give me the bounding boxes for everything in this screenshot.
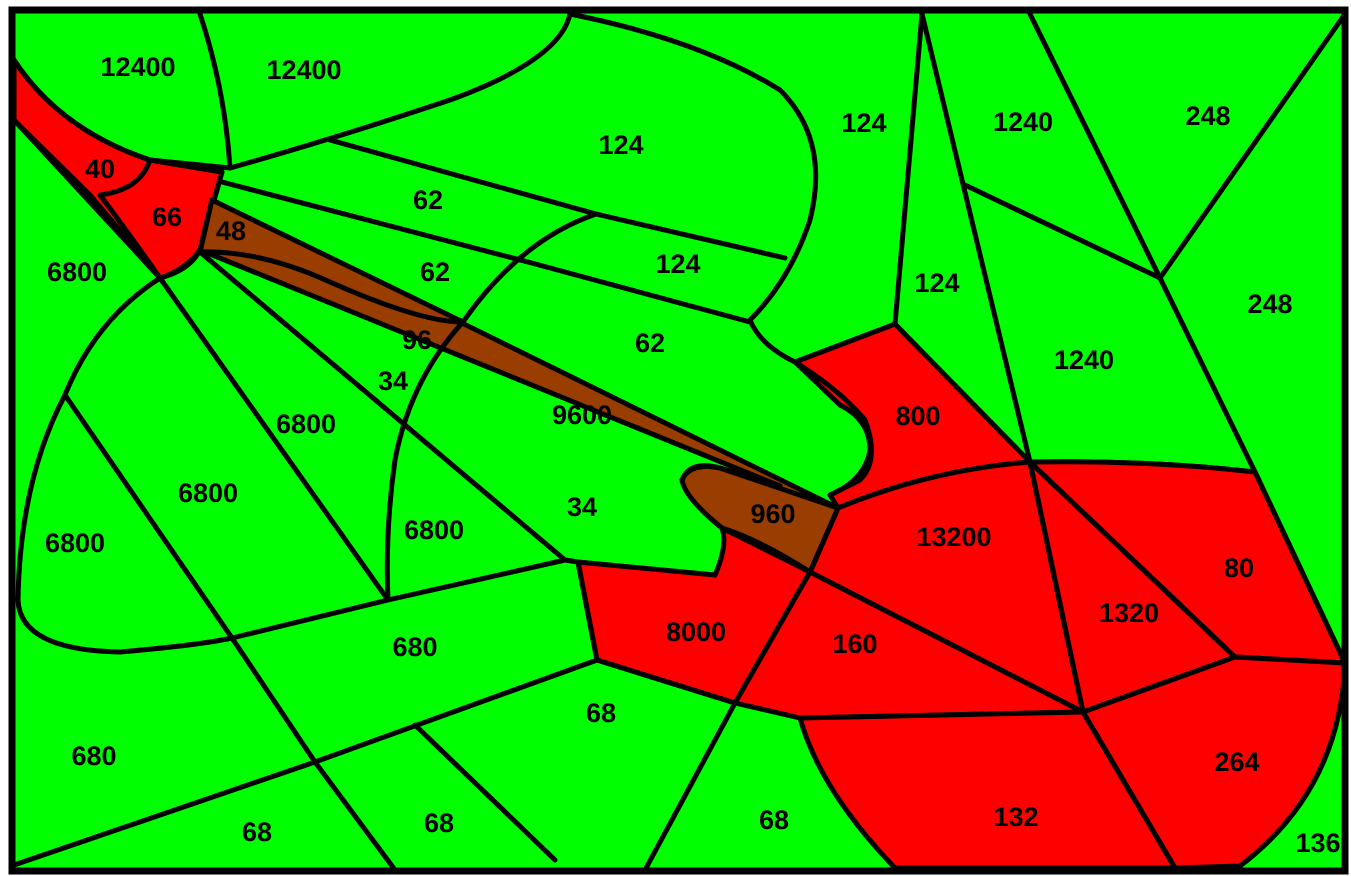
region-label: 124	[914, 268, 959, 298]
region-label: 680	[71, 741, 116, 771]
region-label: 13200	[916, 522, 991, 552]
map-frame	[8, 6, 1349, 875]
region-label: 1320	[1099, 598, 1159, 628]
region-label: 6800	[178, 478, 238, 508]
region-label: 80	[1224, 553, 1254, 583]
region-shape-brown-48[interactable]	[197, 197, 466, 325]
region-label: 62	[635, 328, 665, 358]
region-label: 12400	[266, 55, 341, 85]
region-label: 12400	[100, 52, 175, 82]
region-label: 248	[1247, 289, 1292, 319]
region-labels: 12400 12400 40 66 48 6800 124 62 124 124…	[45, 52, 1341, 858]
region-label: 680	[392, 632, 437, 662]
region-label: 9600	[552, 400, 612, 430]
region-label: 40	[85, 154, 115, 184]
region-label: 62	[413, 185, 443, 215]
region-label: 8000	[666, 617, 726, 647]
region-label: 66	[152, 202, 182, 232]
region-label: 34	[378, 366, 408, 396]
region-label: 68	[586, 698, 616, 728]
region-label: 1240	[1054, 345, 1114, 375]
region-label: 6800	[404, 515, 464, 545]
region-boundaries	[11, 11, 1348, 873]
region-label: 6800	[276, 409, 336, 439]
region-shape-brown-960[interactable]	[679, 464, 841, 575]
region-label: 96	[402, 325, 432, 355]
region-label: 34	[567, 492, 597, 522]
region-label: 124	[598, 130, 643, 160]
region-label: 248	[1185, 101, 1230, 131]
region-label: 264	[1214, 747, 1259, 777]
region-label: 124	[841, 108, 886, 138]
region-label: 960	[750, 499, 795, 529]
region-label: 124	[655, 249, 700, 279]
region-label: 160	[832, 629, 877, 659]
region-label: 68	[759, 805, 789, 835]
region-label: 48	[216, 216, 246, 246]
region-label: 6800	[47, 257, 107, 287]
region-label: 68	[424, 808, 454, 838]
region-label: 1240	[993, 107, 1053, 137]
region-label: 800	[895, 401, 940, 431]
region-shape-red-66[interactable]	[97, 157, 225, 281]
region-label: 132	[993, 802, 1038, 832]
region-label: 68	[242, 817, 272, 847]
region-label: 6800	[45, 528, 105, 558]
region-label: 136	[1295, 828, 1340, 858]
region-label: 62	[420, 257, 450, 287]
